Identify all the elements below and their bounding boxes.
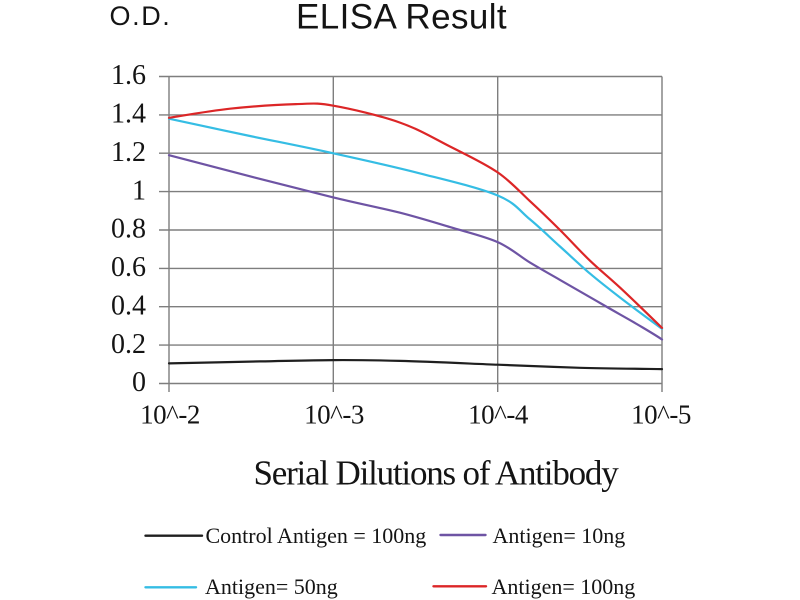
- svg-text:0: 0: [132, 367, 146, 398]
- svg-text:Antigen= 100ng: Antigen= 100ng: [492, 574, 636, 599]
- svg-text:Control Antigen = 100ng: Control Antigen = 100ng: [206, 523, 427, 548]
- svg-text:0.4: 0.4: [111, 290, 146, 321]
- svg-text:10^-2: 10^-2: [140, 400, 200, 430]
- svg-text:ELISA Result: ELISA Result: [296, 0, 507, 37]
- svg-text:0.6: 0.6: [111, 252, 146, 283]
- svg-text:O.D.: O.D.: [110, 1, 172, 31]
- svg-text:1.4: 1.4: [111, 99, 146, 130]
- svg-text:10^-4: 10^-4: [468, 400, 529, 430]
- svg-text:Antigen= 50ng: Antigen= 50ng: [205, 574, 338, 599]
- svg-text:1: 1: [132, 175, 146, 206]
- svg-text:0.2: 0.2: [111, 329, 146, 360]
- svg-text:10^-5: 10^-5: [631, 400, 691, 430]
- svg-text:Serial Dilutions of Antibody: Serial Dilutions of Antibody: [254, 454, 620, 493]
- svg-text:Antigen= 10ng: Antigen= 10ng: [493, 523, 626, 548]
- svg-text:0.8: 0.8: [111, 214, 146, 245]
- svg-text:10^-3: 10^-3: [304, 400, 364, 430]
- svg-text:1.6: 1.6: [111, 60, 146, 91]
- svg-text:1.2: 1.2: [111, 137, 146, 168]
